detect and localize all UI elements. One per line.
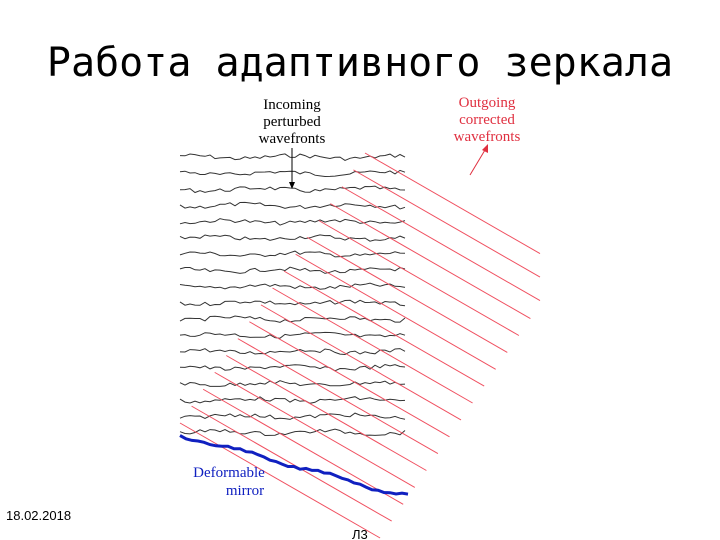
corrected-wavefront [179, 422, 381, 539]
incoming-label: Incoming [263, 97, 321, 113]
corrected-wavefront [306, 236, 508, 353]
wavefront [179, 218, 406, 226]
corrected-wavefront [214, 371, 416, 488]
wavefront [179, 201, 406, 210]
wavefront [179, 348, 406, 356]
incoming-arrowhead [289, 182, 295, 189]
wavefront [179, 363, 406, 372]
corrected-wavefront [341, 186, 541, 302]
footer-page: Л3 [352, 527, 368, 540]
wavefront [179, 266, 406, 274]
corrected-wavefront [226, 355, 427, 471]
mirror-label: mirror [226, 483, 264, 499]
wavefront [179, 396, 406, 404]
wavefront [179, 234, 406, 242]
outgoing-wavefronts [179, 152, 541, 539]
outgoing-arrowhead [482, 144, 488, 153]
corrected-wavefront [283, 270, 485, 387]
footer-date: 18.02.2018 [6, 508, 72, 523]
corrected-wavefront [272, 287, 473, 404]
incoming-label: perturbed [263, 114, 321, 130]
wavefront [179, 282, 406, 290]
wavefront [179, 331, 406, 339]
corrected-wavefront [330, 203, 531, 320]
wavefront [179, 185, 406, 194]
incoming-label: wavefronts [259, 131, 326, 147]
wavefront [179, 299, 406, 307]
outgoing-label: corrected [459, 112, 515, 128]
corrected-wavefront [260, 304, 462, 421]
corrected-wavefront [364, 152, 541, 255]
outgoing-label: Outgoing [459, 95, 516, 111]
corrected-wavefront [191, 405, 392, 522]
outgoing-arrow [469, 149, 486, 176]
wavefront [179, 380, 406, 387]
corrected-wavefront [353, 169, 541, 278]
wavefront [179, 250, 406, 258]
corrected-wavefront [249, 321, 450, 438]
slide-title: Работа адаптивного зеркала [46, 40, 674, 86]
corrected-wavefront [202, 388, 404, 505]
outgoing-label: wavefronts [454, 129, 521, 145]
mirror-label: Deformable [193, 465, 265, 481]
corrected-wavefront [318, 220, 520, 336]
wavefront [179, 412, 406, 420]
corrected-wavefront [295, 253, 496, 370]
wavefront [179, 428, 406, 437]
deformable-mirror [179, 434, 409, 496]
corrected-wavefront [237, 338, 439, 455]
